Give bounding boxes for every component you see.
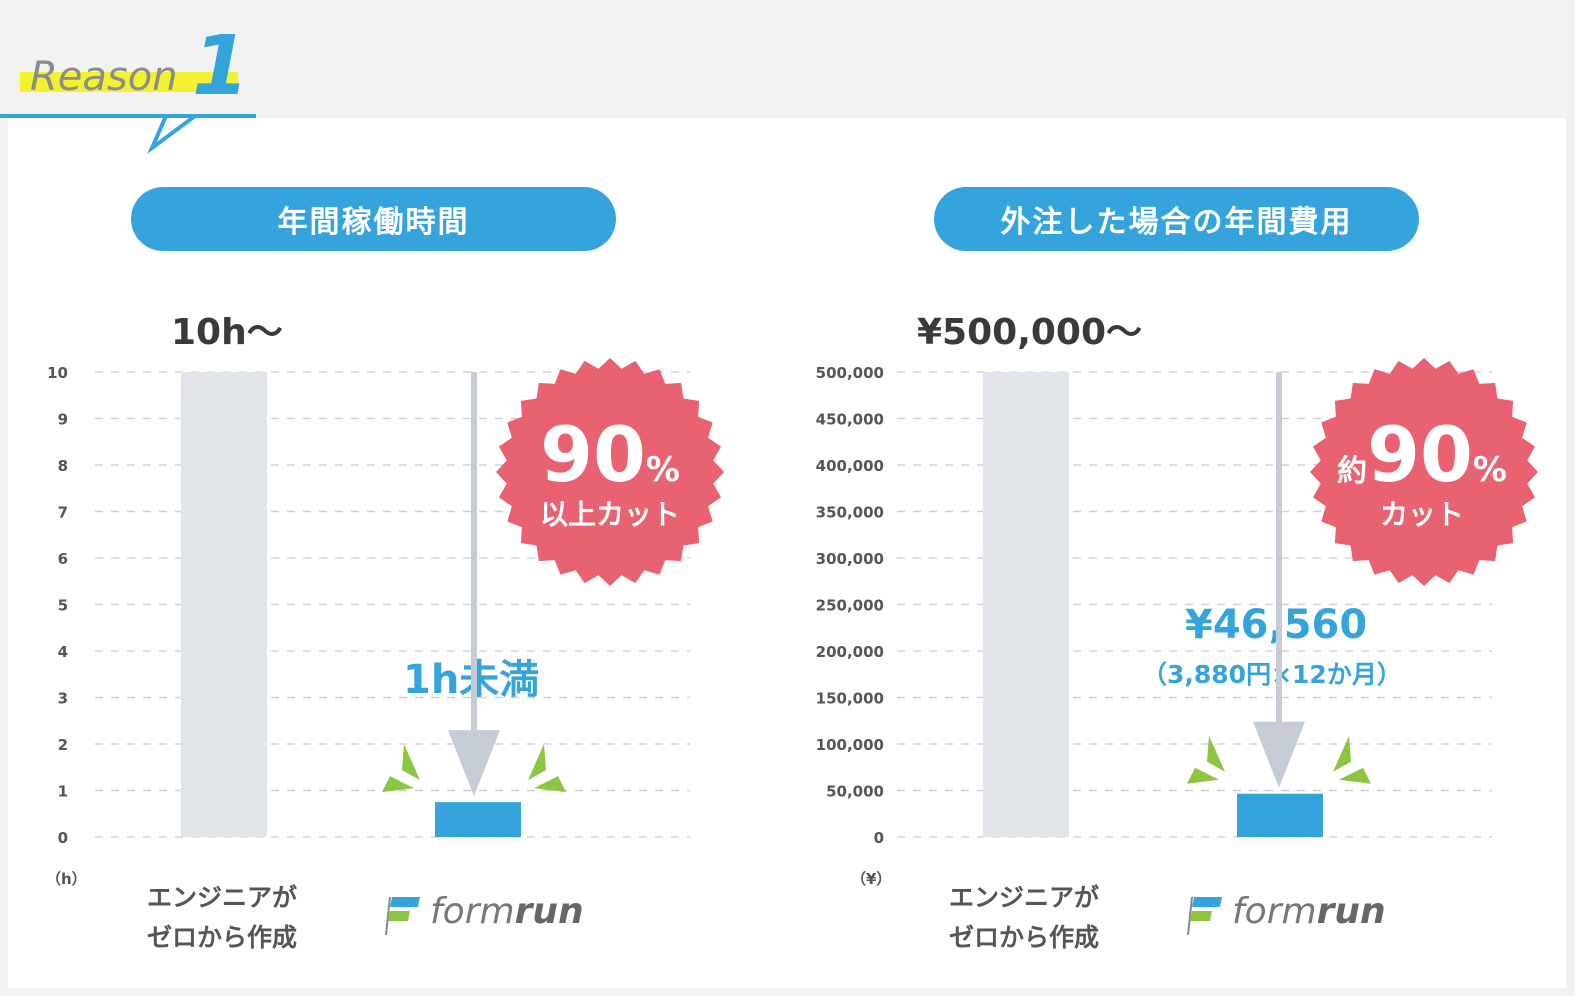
sparkle-mark bbox=[528, 744, 546, 781]
badge-sub: カット bbox=[1379, 498, 1464, 531]
y-tick-label: 7 bbox=[58, 504, 68, 522]
y-tick-label: 450,000 bbox=[816, 411, 884, 429]
badge-sub: 以上カット bbox=[539, 498, 680, 531]
y-tick-label: 2 bbox=[58, 736, 68, 754]
y-tick-label: 150,000 bbox=[816, 690, 884, 708]
category-line-1: エンジニアが bbox=[949, 883, 1100, 912]
y-tick-label: 250,000 bbox=[816, 597, 884, 615]
chart-time-top-value: 10h〜 bbox=[171, 312, 283, 353]
sparkle-mark bbox=[402, 744, 420, 781]
badge-prefix: 約 bbox=[1337, 454, 1368, 489]
y-tick-label: 4 bbox=[58, 643, 68, 661]
y-tick-label: 50,000 bbox=[826, 783, 884, 801]
y-tick-label: 5 bbox=[58, 597, 68, 615]
y-tick-label: 400,000 bbox=[816, 457, 884, 475]
discount-badge-fill bbox=[508, 370, 712, 574]
reduction-arrow-head bbox=[1253, 721, 1305, 788]
reason-speech-tail bbox=[0, 114, 256, 155]
sparkle-mark bbox=[534, 776, 566, 793]
discount-badge-fill bbox=[1322, 370, 1526, 574]
y-tick-label: 1 bbox=[58, 783, 68, 801]
chart-cost-title: 外注した場合の年間費用 bbox=[934, 187, 1419, 251]
reason-word: Reason bbox=[30, 54, 178, 100]
chart-time-brand: formrun bbox=[380, 891, 584, 937]
sparkle-mark bbox=[1333, 735, 1351, 772]
badge-percent-sign: % bbox=[645, 450, 680, 490]
chart-time-badge-text: 90% 以上カット bbox=[510, 410, 710, 533]
badge-percent: 90 bbox=[1367, 410, 1473, 499]
y-tick-label: 200,000 bbox=[816, 643, 884, 661]
chart-cost-unit: （¥） bbox=[851, 870, 892, 888]
y-tick-label: 300,000 bbox=[816, 550, 884, 568]
y-tick-label: 0 bbox=[874, 829, 884, 847]
category-line-2: ゼロから作成 bbox=[949, 923, 1100, 952]
y-tick-label: 350,000 bbox=[816, 504, 884, 522]
bar-formrun bbox=[435, 802, 521, 837]
chart-cost-top-value: ¥500,000〜 bbox=[917, 312, 1143, 353]
y-tick-label: 500,000 bbox=[816, 364, 884, 382]
y-tick-label: 8 bbox=[58, 457, 68, 475]
formrun-logo-icon bbox=[385, 896, 420, 936]
chart-time-category-engineer: エンジニアが ゼロから作成 bbox=[147, 878, 297, 958]
reason-header: Reason 1 bbox=[0, 19, 256, 155]
formrun-logo-icon bbox=[1187, 896, 1222, 936]
chart-time-unit: （h） bbox=[46, 870, 87, 888]
reason-highlight bbox=[20, 72, 238, 92]
chart-cost-result-sub: （3,880円×12か月） bbox=[1142, 660, 1402, 689]
chart-time-title: 年間稼働時間 bbox=[131, 187, 616, 251]
sparkle-mark bbox=[1187, 767, 1219, 784]
chart-cost-category-engineer: エンジニアが ゼロから作成 bbox=[949, 878, 1099, 958]
reason-number: 1 bbox=[192, 19, 249, 114]
formrun-wordmark: formrun bbox=[430, 891, 584, 932]
sparkle-mark bbox=[382, 776, 414, 793]
badge-percent-sign: % bbox=[1472, 450, 1507, 490]
y-tick-label: 0 bbox=[58, 829, 68, 847]
formrun-wordmark: formrun bbox=[1232, 891, 1386, 932]
bar-engineer bbox=[983, 372, 1069, 837]
bar-engineer bbox=[181, 372, 267, 837]
bar-formrun bbox=[1237, 793, 1323, 837]
sparkle-mark bbox=[1207, 735, 1225, 772]
y-tick-label: 10 bbox=[47, 364, 68, 382]
chart-cost-brand: formrun bbox=[1182, 891, 1386, 937]
reduction-arrow-head bbox=[448, 730, 500, 797]
y-tick-label: 3 bbox=[58, 690, 68, 708]
content-panel bbox=[8, 118, 1566, 988]
y-tick-label: 9 bbox=[58, 411, 68, 429]
badge-percent: 90 bbox=[540, 410, 646, 499]
chart-cost-badge-text: 約90% カット bbox=[1322, 410, 1522, 533]
category-line-1: エンジニアが bbox=[147, 883, 298, 912]
sparkle-mark bbox=[1339, 767, 1371, 784]
y-tick-label: 6 bbox=[58, 550, 68, 568]
category-line-2: ゼロから作成 bbox=[147, 923, 298, 952]
y-tick-label: 100,000 bbox=[816, 736, 884, 754]
